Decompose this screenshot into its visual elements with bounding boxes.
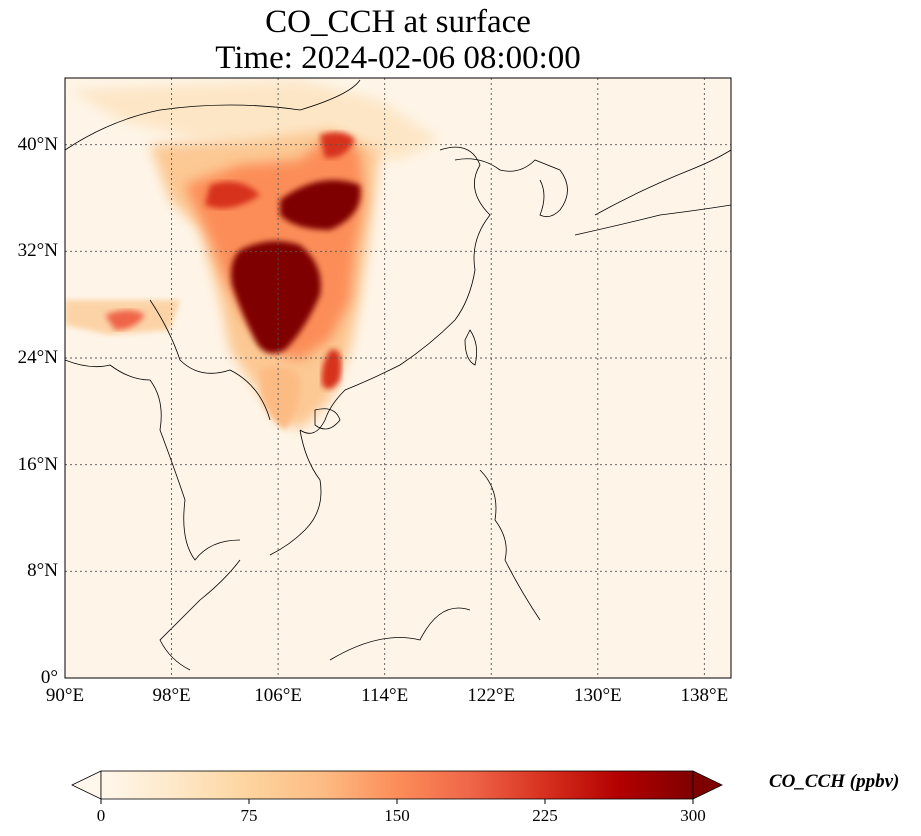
plume-core-a [205, 181, 260, 209]
map-title-line1: CO_CCH at surface [265, 4, 531, 40]
map-title-line2: Time: 2024-02-06 08:00:00 [215, 40, 581, 76]
plume-core-d [231, 241, 321, 354]
map-frame [64, 77, 732, 679]
latitude-tick-label: 32°N [17, 240, 58, 262]
plume-core-c [320, 132, 355, 159]
colorbar-extend-min [71, 770, 102, 800]
latitude-tick-label: 24°N [17, 347, 58, 368]
colorbar-tick-label: 0 [96, 806, 106, 825]
concentration-field [65, 80, 440, 430]
colorbar-gradient [100, 770, 694, 800]
plume-core-b [280, 180, 361, 230]
colorbar-tick-label: 300 [680, 806, 706, 825]
latitude-tick-label: 8°N [27, 560, 58, 582]
longitude-tick-label: 106°E [254, 685, 302, 706]
colorbar-label: CO_CCH (ppbv) [769, 771, 900, 792]
longitude-tick-label: 122°E [467, 685, 516, 706]
longitude-tick-label: 114°E [361, 685, 409, 706]
colorbar-tick-label: 150 [384, 806, 410, 825]
plume-west-core [105, 310, 145, 330]
longitude-tick-label: 98°E [152, 685, 191, 706]
colorbar-extend-max [692, 770, 723, 800]
plume-south [260, 366, 300, 430]
longitude-tick-label: 138°E [680, 685, 729, 706]
plume-core-e [321, 349, 342, 389]
colorbar-tick-label: 75 [240, 806, 258, 825]
longitude-tick-label: 90°E [45, 685, 85, 706]
latitude-tick-label: 0° [40, 667, 58, 688]
latitude-tick-label: 40°N [17, 133, 58, 155]
colorbar-tick-label: 225 [532, 806, 558, 825]
latitude-tick-label: 16°N [17, 453, 58, 475]
longitude-tick-label: 130°E [573, 685, 622, 706]
coastlines [65, 79, 731, 671]
